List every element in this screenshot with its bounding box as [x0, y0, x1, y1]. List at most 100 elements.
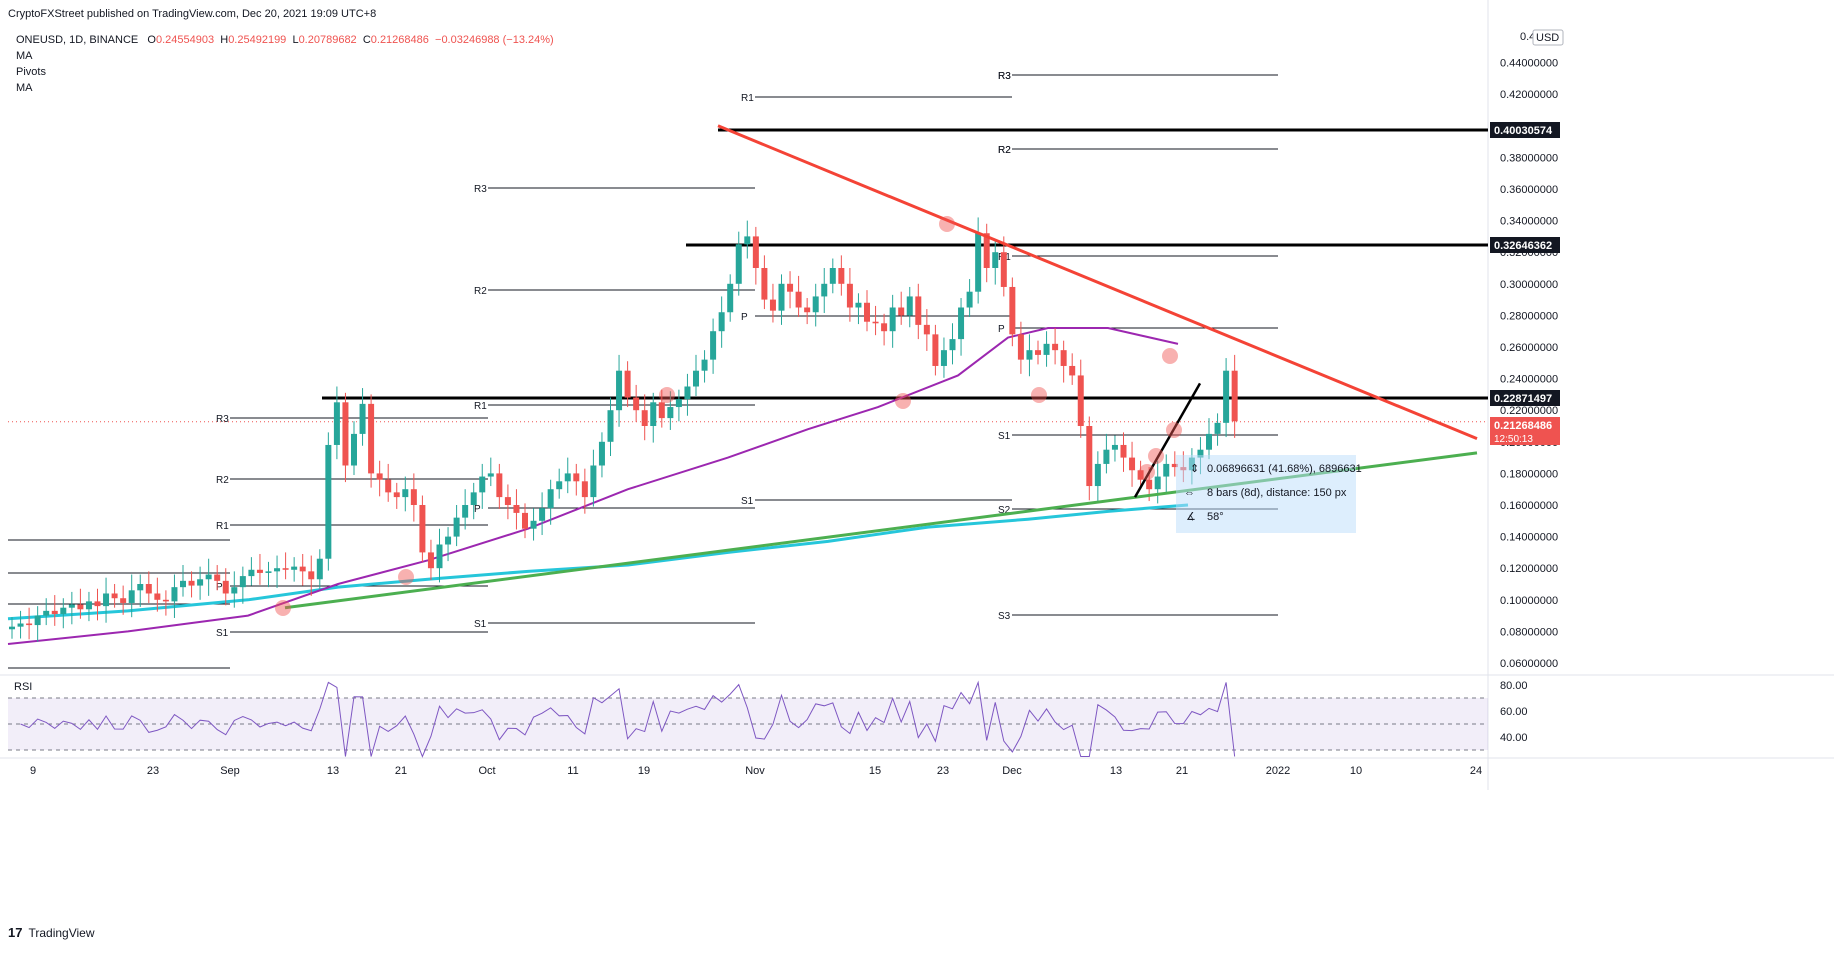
candle-body [530, 520, 537, 529]
tradingview-logo[interactable]: 17 TradingView [8, 925, 95, 940]
price-tick-label: 0.22000000 [1500, 405, 1558, 417]
candle-body [949, 339, 956, 351]
price-badge-label: 0.21268486 [1494, 420, 1552, 432]
price-tick-label: 0.14000000 [1500, 532, 1558, 544]
candle-body [650, 402, 657, 426]
candle-body [77, 604, 84, 610]
price-tick-label: 0.24000000 [1500, 374, 1558, 386]
candle-body [889, 307, 896, 332]
candle-body [479, 476, 486, 493]
price-top-label: 0.4 [1520, 31, 1535, 43]
candle-body [590, 465, 597, 498]
pivot-label: R3 [474, 184, 487, 195]
candle-body [453, 517, 460, 537]
price-tick-label: 0.36000000 [1500, 184, 1558, 196]
candle-body [1000, 252, 1007, 287]
symbol-label[interactable]: ONEUSD, 1D, BINANCE [16, 34, 139, 46]
indicator-pivots[interactable]: Pivots [16, 66, 46, 78]
candle-body [1086, 426, 1093, 487]
measure-tool-box [1176, 455, 1356, 533]
candle-body [1163, 463, 1170, 477]
time-axis-label: Sep [220, 765, 240, 777]
candle-body [103, 593, 110, 607]
candle-body [256, 569, 263, 573]
candle-body [1043, 343, 1050, 355]
measure-bars-icon: ⇔ [1184, 487, 1195, 499]
touch-marker [398, 569, 414, 585]
candle-body [427, 552, 434, 569]
candle-body [769, 299, 776, 311]
touch-marker [1162, 348, 1178, 364]
measure-bars-range: 8 bars (8d), distance: 150 px [1207, 487, 1347, 499]
candle-body [94, 601, 101, 607]
price-tick-label: 0.34000000 [1500, 216, 1558, 228]
price-tick-label: 0.42000000 [1500, 89, 1558, 101]
pivot-label: R3 [216, 414, 229, 425]
candle-body [1111, 444, 1118, 450]
candle-body [120, 598, 127, 603]
change-value: −0.03246988 (−13.24%) [435, 34, 554, 46]
rsi-tick-label: 60.00 [1500, 706, 1528, 718]
candle-body [1137, 470, 1144, 480]
candle-body [265, 571, 272, 573]
candle-body [1129, 457, 1136, 471]
candle-body [239, 576, 246, 588]
candle-body [68, 604, 75, 608]
candle-body [752, 236, 759, 268]
price-badge [1490, 237, 1560, 253]
candle-body [487, 473, 494, 477]
pivot-label: S1 [216, 628, 229, 639]
time-axis-label: 19 [638, 765, 650, 777]
pivot-label: R2 [474, 286, 487, 297]
candle-body [915, 296, 922, 325]
price-badge-label: 0.40030574 [1494, 125, 1553, 137]
time-axis-label: 24 [1470, 765, 1482, 777]
candle-body [1154, 476, 1161, 490]
candle-body [1146, 479, 1153, 490]
candle-body [547, 489, 554, 509]
time-axis-label: Nov [745, 765, 765, 777]
rsi-tick-label: 40.00 [1500, 732, 1528, 744]
candle-body [410, 489, 417, 505]
touch-marker [1148, 448, 1164, 464]
time-axis-label: 10 [1350, 765, 1362, 777]
touch-marker [1166, 422, 1182, 438]
candle-body [1103, 449, 1110, 464]
candle-body [641, 410, 648, 426]
candle-body [718, 312, 725, 332]
candle-body [1223, 370, 1230, 423]
candle-body [470, 492, 477, 505]
candle-body [735, 244, 742, 284]
high-value: 0.25492199 [228, 34, 287, 46]
pivot-label: P [216, 582, 223, 593]
candle-body [864, 302, 870, 322]
currency-label: USD [1536, 32, 1559, 44]
candle-body [1009, 286, 1016, 335]
candle-body [983, 233, 990, 268]
candle-body [274, 568, 281, 572]
candle-body [504, 497, 511, 505]
candle-body [316, 558, 323, 580]
indicator-ma-1[interactable]: MA [16, 50, 33, 62]
candle-body [231, 587, 238, 594]
candle-body [556, 481, 563, 490]
candle-body [684, 386, 691, 400]
pivot-label: S3 [998, 611, 1011, 622]
candle-body [940, 350, 947, 366]
candle-body [675, 399, 682, 408]
touch-marker [939, 216, 955, 232]
candle-body [368, 403, 375, 474]
price-badge [1490, 122, 1560, 138]
candle-body [393, 492, 400, 498]
time-axis-label: 9 [30, 765, 36, 777]
candle-body [1214, 422, 1221, 434]
indicator-ma-2[interactable]: MA [16, 82, 33, 94]
candle-body [658, 402, 665, 419]
candle-body [975, 233, 982, 292]
candle-body [1017, 334, 1024, 360]
candle-body [846, 283, 853, 308]
time-axis-label: 13 [327, 765, 339, 777]
candle-body [881, 323, 888, 332]
candle-body [898, 307, 905, 316]
